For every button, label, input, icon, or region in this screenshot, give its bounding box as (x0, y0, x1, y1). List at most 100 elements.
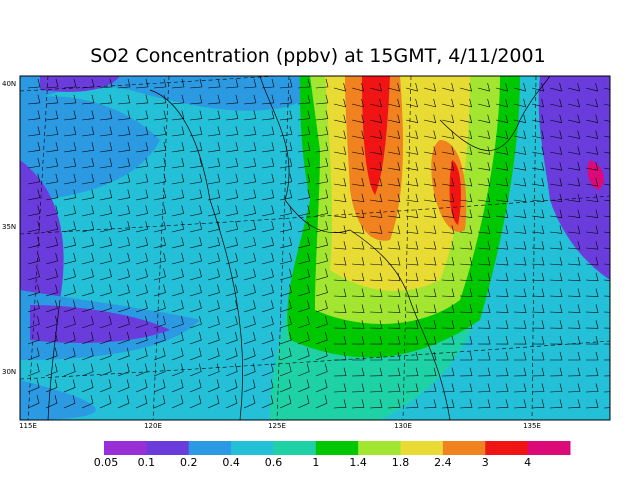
wind-barb (45, 395, 58, 409)
wind-barb (603, 279, 610, 281)
wind-barb (171, 221, 185, 233)
lat-label: 40N (2, 80, 16, 88)
wind-barb (243, 252, 256, 265)
wind-barb (567, 399, 581, 409)
wind-barb (459, 351, 473, 361)
wind-barb (135, 142, 149, 153)
wind-barb (531, 383, 545, 393)
wind-barb (207, 205, 221, 217)
wind-barb (243, 237, 256, 249)
wind-barb (423, 209, 437, 218)
wind-barb (27, 268, 40, 281)
wind-barb (549, 320, 563, 329)
wind-barb (333, 304, 347, 313)
wind-barb (387, 177, 401, 187)
wind-barb (369, 193, 383, 203)
wind-barb (171, 379, 184, 393)
wind-barb (513, 193, 527, 203)
wind-barb (585, 351, 599, 361)
grid-line (276, 76, 290, 420)
wind-barb (99, 78, 113, 89)
wind-barb (81, 126, 95, 137)
wind-barb (369, 288, 383, 297)
wind-barb (189, 268, 202, 281)
wind-barb (27, 331, 40, 345)
wind-barb (513, 383, 527, 393)
wind-barb (117, 395, 130, 409)
lon-label: 125E (268, 422, 286, 430)
wind-barb (279, 331, 292, 345)
wind-barb (117, 300, 130, 313)
wind-barb (567, 162, 581, 171)
wind-barb (549, 83, 563, 92)
wind-barb (495, 209, 509, 218)
wind-barb (333, 272, 347, 282)
wind-barb (99, 142, 113, 153)
wind-barb (297, 173, 311, 185)
wind-barb (369, 320, 383, 329)
colorbar-swatch (315, 441, 359, 455)
wind-barb (405, 146, 419, 155)
wind-barb (423, 83, 437, 92)
wind-barb (333, 320, 347, 329)
wind-barb (495, 367, 509, 377)
wind-barb (459, 146, 473, 155)
wind-barb (207, 110, 221, 121)
wind-barb (369, 114, 383, 124)
wind-barb (387, 114, 401, 124)
wind-barb (63, 78, 77, 89)
wind-barb (297, 347, 310, 361)
wind-barb (549, 288, 563, 297)
wind-barb (297, 252, 310, 265)
wind-barb (387, 241, 401, 250)
colorbar-label: 1.4 (349, 456, 367, 469)
wind-barb (549, 130, 563, 139)
wind-barb (243, 221, 257, 233)
wind-barb (369, 383, 383, 393)
wind-barb (297, 363, 310, 377)
wind-barb (171, 173, 185, 185)
wind-barb (531, 209, 545, 218)
wind-barb (459, 193, 473, 203)
wind-barb (423, 177, 437, 187)
wind-barb (153, 126, 167, 137)
wind-barb (207, 173, 221, 185)
wind-barb (549, 351, 563, 361)
wind-barb (117, 126, 131, 137)
wind-barb (297, 379, 310, 393)
wind-barb (567, 114, 581, 124)
wind-barb (603, 135, 610, 138)
wind-barb (369, 336, 383, 345)
wind-barb (405, 162, 419, 171)
wind-barb (567, 272, 581, 282)
wind-barb (63, 268, 76, 281)
wind-barb (585, 146, 599, 155)
wind-barb (549, 272, 563, 282)
wind-barb (333, 399, 347, 409)
wind-barb (549, 162, 563, 171)
wind-barb (27, 300, 40, 313)
wind-barb (189, 316, 202, 329)
wind-barb (243, 78, 257, 89)
wind-barb (441, 193, 455, 203)
wind-barb (261, 347, 274, 361)
wind-barb (153, 363, 166, 377)
wind-barb (81, 316, 94, 329)
wind-barb (117, 284, 130, 297)
wind-barb (135, 189, 149, 201)
colorbar-label: 0.1 (138, 456, 156, 469)
wind-barb (81, 331, 94, 345)
wind-barb (279, 284, 292, 297)
wind-barb (99, 126, 113, 137)
wind-barb (585, 162, 599, 171)
wind-barb (351, 193, 365, 203)
wind-barb (441, 162, 455, 171)
wind-barb (603, 407, 610, 409)
wind-barb (189, 252, 202, 265)
wind-barb (117, 157, 131, 169)
wind-barb (189, 331, 202, 345)
wind-barb (225, 189, 239, 201)
wind-barb (495, 193, 509, 203)
wind-barb (225, 395, 238, 409)
